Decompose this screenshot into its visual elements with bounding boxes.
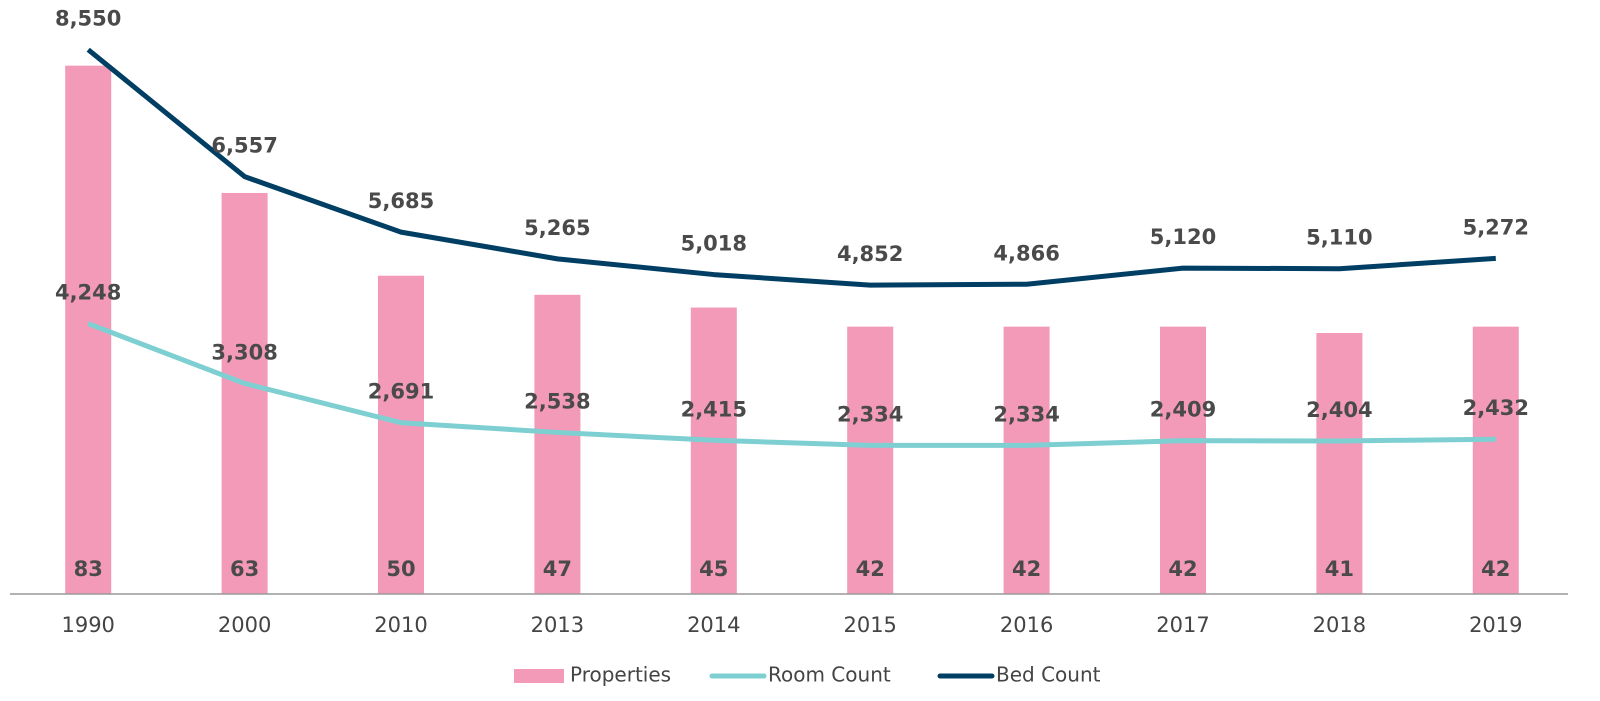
bar xyxy=(690,307,737,594)
data-label: 5,110 xyxy=(1306,226,1372,250)
data-label: 5,685 xyxy=(368,189,434,213)
legend-swatch xyxy=(514,669,564,683)
x-tick-label: 2013 xyxy=(531,613,584,637)
data-label: 8,550 xyxy=(55,7,121,31)
data-label: 6,557 xyxy=(211,134,277,158)
bar-label: 42 xyxy=(1012,557,1041,581)
bar xyxy=(1160,326,1206,594)
bar xyxy=(378,275,424,594)
x-tick-label: 1990 xyxy=(61,613,114,637)
bar-label: 63 xyxy=(230,557,259,581)
legend-label: Room Count xyxy=(768,663,891,687)
data-label: 2,415 xyxy=(681,397,747,421)
data-label: 2,538 xyxy=(524,389,590,413)
data-label: 4,866 xyxy=(993,241,1059,265)
x-tick-label: 2017 xyxy=(1156,613,1209,637)
x-tick-label: 2016 xyxy=(1000,613,1053,637)
data-label: 2,409 xyxy=(1150,398,1216,422)
data-label: 2,334 xyxy=(837,402,903,426)
line xyxy=(86,47,1496,288)
data-label: 2,691 xyxy=(368,380,434,404)
bar-label: 42 xyxy=(1168,557,1197,581)
bar xyxy=(1472,326,1519,594)
bar-label: 41 xyxy=(1325,557,1354,581)
data-label: 5,018 xyxy=(681,232,747,256)
x-tick-label: 2019 xyxy=(1469,613,1522,637)
bar xyxy=(847,326,894,594)
x-tick-label: 2018 xyxy=(1313,613,1366,637)
data-label: 4,248 xyxy=(55,281,121,305)
bar-label: 83 xyxy=(74,557,103,581)
x-tick-label: 2010 xyxy=(374,613,427,637)
legend-label: Properties xyxy=(570,663,671,687)
x-tick-label: 2014 xyxy=(687,613,740,637)
bar xyxy=(1003,326,1050,594)
bar xyxy=(221,192,268,594)
legend-label: Bed Count xyxy=(996,663,1101,687)
x-tick-label: 2000 xyxy=(218,613,271,637)
bar-label: 42 xyxy=(1481,557,1510,581)
data-label: 5,120 xyxy=(1150,225,1216,249)
data-label: 2,334 xyxy=(993,402,1059,426)
data-label: 5,265 xyxy=(524,216,590,240)
bar-label: 42 xyxy=(856,557,885,581)
data-label: 3,308 xyxy=(211,340,277,364)
data-label: 2,404 xyxy=(1306,398,1372,422)
line xyxy=(87,321,1496,448)
bar-label: 47 xyxy=(543,557,572,581)
bar xyxy=(534,294,581,594)
data-label: 4,852 xyxy=(837,242,903,266)
bar-label: 50 xyxy=(386,557,415,581)
data-label: 2,432 xyxy=(1463,396,1529,420)
x-tick-label: 2015 xyxy=(843,613,896,637)
bar xyxy=(1316,333,1363,594)
bar-label: 45 xyxy=(699,557,728,581)
data-label: 5,272 xyxy=(1463,215,1529,239)
